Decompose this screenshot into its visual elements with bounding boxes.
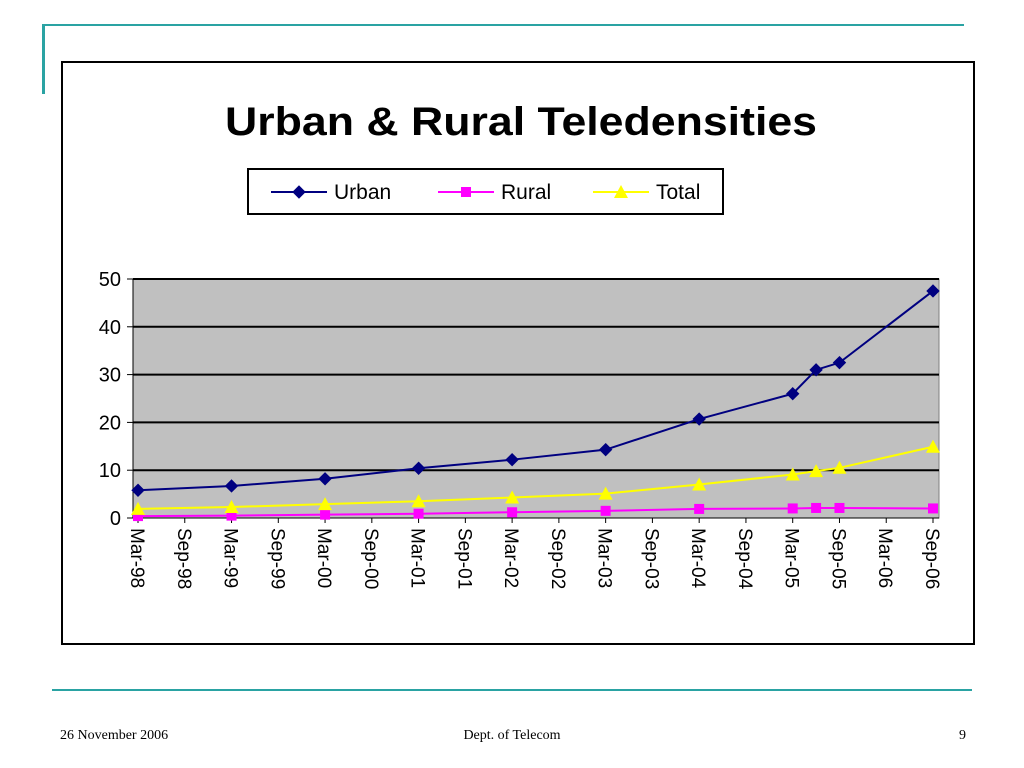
- x-tick-label: Sep-01: [453, 528, 474, 589]
- legend-marker-urban: [292, 185, 306, 199]
- x-tick-label: Mar-98: [126, 528, 147, 588]
- x-tick-label: Sep-06: [921, 528, 942, 589]
- legend: Urban Rural Total: [247, 168, 724, 215]
- page-number: 9: [959, 728, 966, 743]
- x-tick-label: Sep-04: [734, 528, 755, 590]
- series-urban: [131, 284, 940, 497]
- data-point-urban: [926, 284, 940, 298]
- data-point-total: [131, 501, 145, 515]
- y-tick-label: 0: [110, 508, 121, 530]
- x-tick-label: Mar-01: [407, 528, 428, 588]
- accent-top-line: [42, 24, 964, 26]
- x-tick-label: Mar-04: [687, 528, 708, 589]
- data-point-total: [926, 439, 940, 453]
- data-point-urban: [598, 442, 613, 457]
- legend-marker-total: [614, 185, 628, 198]
- data-point-rural: [507, 507, 518, 518]
- data-point-urban: [411, 461, 426, 475]
- x-tick-label: Mar-03: [594, 528, 615, 588]
- legend-marker-rural: [461, 187, 471, 197]
- data-point-rural: [811, 502, 822, 513]
- gridlines: [133, 278, 939, 472]
- footer-date: 26 November 2006: [60, 728, 169, 743]
- x-tick-label: Mar-05: [781, 528, 802, 588]
- data-point-rural: [600, 505, 611, 516]
- x-tick-label: Sep-03: [640, 528, 661, 589]
- data-point-rural: [928, 503, 938, 514]
- data-point-rural: [133, 511, 143, 522]
- x-tick-label: Sep-00: [360, 528, 381, 589]
- accent-vertical-line: [42, 24, 45, 94]
- data-point-total: [224, 500, 239, 514]
- accent-bottom-line: [52, 689, 972, 691]
- data-point-urban: [832, 355, 847, 370]
- y-tick-label: 40: [99, 317, 121, 339]
- x-tick-label: Mar-00: [313, 528, 334, 588]
- legend-label-rural: Rural: [501, 181, 551, 204]
- data-point-rural: [787, 503, 798, 514]
- data-point-urban: [785, 387, 800, 401]
- axes: [132, 279, 939, 519]
- chart-frame: Urban & Rural Teledensities Urban Rural To…: [61, 61, 975, 645]
- series-total: [131, 439, 940, 515]
- y-tick-label: 30: [99, 365, 121, 387]
- data-point-total: [809, 464, 824, 478]
- data-point-urban: [809, 363, 823, 377]
- legend-label-urban: Urban: [334, 181, 391, 204]
- footer-center-text: Dept. of Telecom: [463, 728, 561, 743]
- y-tick-label: 10: [99, 460, 121, 482]
- x-tick-label: Mar-99: [220, 528, 241, 588]
- x-tick-label: Sep-02: [547, 528, 568, 589]
- data-point-total: [505, 490, 520, 504]
- series-rural: [133, 502, 938, 522]
- data-point-rural: [834, 502, 845, 513]
- data-point-total: [598, 486, 613, 500]
- data-point-total: [411, 494, 426, 508]
- x-tick-label: Sep-99: [266, 528, 287, 589]
- series-layer: [131, 284, 940, 522]
- data-point-total: [785, 467, 800, 481]
- chart-title: Urban & Rural Teledensities: [225, 100, 817, 144]
- x-tick-label: Mar-02: [500, 528, 521, 588]
- data-point-rural: [226, 510, 237, 521]
- data-point-rural: [413, 508, 424, 519]
- y-tick-label: 20: [99, 412, 121, 434]
- data-point-urban: [505, 452, 519, 467]
- data-point-urban: [224, 479, 239, 493]
- data-point-rural: [320, 509, 331, 520]
- x-axis-ticks: Mar-98 Sep-98 Mar-99 Sep-99 Mar-00 Sep-00 Mar-…: [126, 518, 942, 590]
- legend-label-total: Total: [656, 181, 700, 204]
- y-tick-label: 50: [99, 269, 121, 291]
- data-point-total: [318, 497, 333, 511]
- plot-area: [132, 278, 940, 519]
- data-point-rural: [694, 503, 705, 514]
- y-axis-ticks: 0 10 20 30 40 50: [99, 269, 133, 530]
- chart: Urban & Rural Teledensities Urban Rural To…: [99, 100, 942, 590]
- data-point-total: [692, 477, 707, 491]
- data-point-urban: [131, 483, 145, 497]
- data-point-total: [832, 460, 847, 474]
- data-point-urban: [318, 472, 332, 486]
- x-tick-label: Mar-06: [874, 528, 895, 588]
- x-tick-label: Sep-98: [173, 528, 194, 589]
- x-tick-label: Sep-05: [827, 528, 848, 589]
- data-point-urban: [692, 412, 706, 426]
